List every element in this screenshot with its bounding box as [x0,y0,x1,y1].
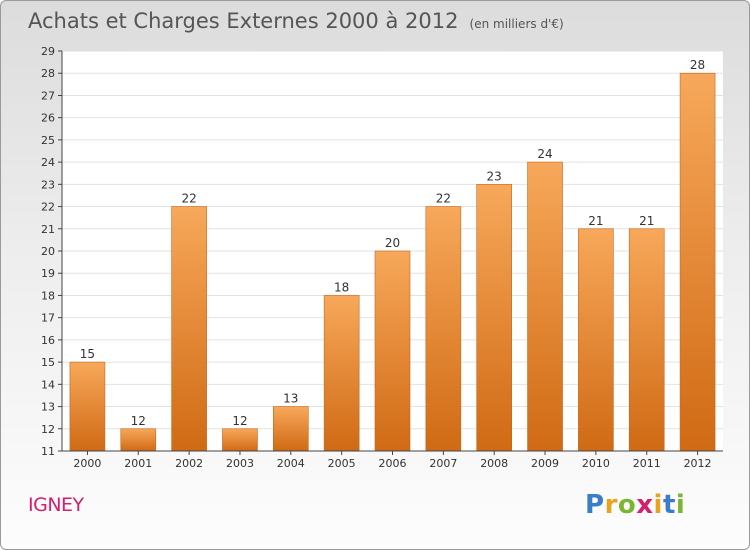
data-label: 22 [181,192,196,206]
bar [476,184,512,452]
data-label: 20 [385,236,400,250]
bar [679,72,716,452]
bar [120,428,157,452]
y-tick-label: 25 [41,134,55,147]
commune-name: IGNEY [28,494,84,516]
logo-letter: i [653,490,663,520]
data-label: 13 [283,392,298,406]
y-tick-label: 16 [41,334,55,347]
x-tick-label: 2000 [73,457,101,470]
x-tick-label: 2010 [582,457,610,470]
x-tick-label: 2006 [379,457,407,470]
x-tick-label: 2003 [226,457,254,470]
chart-unit: (en milliers d'€) [469,17,564,31]
data-label: 15 [80,347,95,361]
y-tick-label: 17 [41,312,55,325]
x-tick-label: 2009 [531,457,559,470]
bar [628,228,665,452]
bar [374,250,411,452]
y-tick-label: 27 [41,89,55,102]
bar [527,161,563,452]
chart-title-block: Achats et Charges Externes 2000 à 2012 (… [28,9,564,33]
bar [273,406,309,452]
bar [222,428,258,452]
y-tick-label: 15 [41,356,55,369]
bar [69,361,106,452]
y-tick-label: 12 [41,423,55,436]
data-label: 12 [232,414,247,428]
bar [323,295,360,452]
y-tick-label: 22 [41,201,55,214]
y-tick-label: 21 [41,223,55,236]
data-label: 28 [690,58,705,72]
x-tick-label: 2002 [175,457,203,470]
y-tick-label: 19 [41,267,55,280]
proxiti-logo[interactable]: Proxiti [585,490,685,520]
logo-letter: r [604,490,618,520]
logo-letter: i [675,490,686,520]
data-label: 21 [588,214,603,228]
data-label: 12 [131,414,146,428]
logo-letter: P [585,490,605,520]
y-tick-label: 26 [41,112,55,125]
y-tick-label: 29 [41,45,55,58]
x-tick-label: 2008 [480,457,508,470]
logo-letter: o [617,490,637,520]
x-tick-label: 2005 [328,457,356,470]
y-tick-label: 20 [41,245,55,258]
bar [171,206,207,452]
bar [578,228,614,452]
x-tick-label: 2007 [429,457,457,470]
x-tick-label: 2004 [277,457,305,470]
y-tick-label: 11 [41,445,55,458]
data-label: 18 [334,280,349,294]
y-tick-label: 23 [41,178,55,191]
logo-letter: x [636,490,654,520]
x-tick-label: 2011 [633,457,661,470]
y-tick-label: 28 [41,67,55,80]
logo-letter: t [662,490,676,520]
bar [425,206,462,452]
y-tick-label: 24 [41,156,55,169]
y-tick-label: 18 [41,289,55,302]
data-label: 24 [537,147,552,161]
data-label: 21 [639,214,654,228]
y-tick-label: 14 [41,378,55,391]
chart-title: Achats et Charges Externes 2000 à 2012 [28,9,459,33]
data-label: 22 [436,192,451,206]
x-tick-label: 2001 [124,457,152,470]
x-tick-label: 2012 [684,457,712,470]
y-tick-label: 13 [41,401,55,414]
data-label: 23 [487,169,502,183]
